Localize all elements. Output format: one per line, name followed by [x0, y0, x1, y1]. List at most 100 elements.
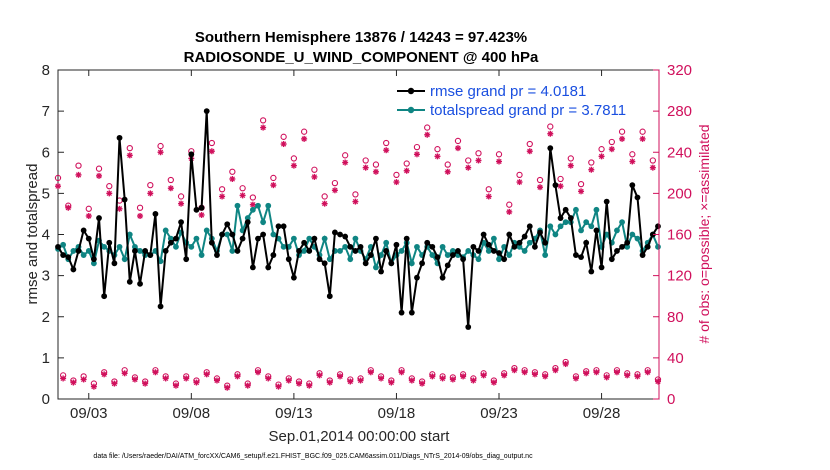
series-point-totalspread	[132, 243, 138, 250]
obs-possible-marker	[177, 193, 185, 200]
series-point-rmse	[270, 252, 277, 258]
series-point-rmse	[214, 252, 220, 258]
series-point-rmse	[608, 256, 615, 263]
series-point-rmse	[449, 252, 456, 258]
x-tick-label: 09/28	[583, 405, 621, 422]
x-axis-label: Sep.01,2014 00:00:00 start	[269, 428, 451, 445]
series-point-totalspread	[70, 248, 77, 254]
obs-assimilated-marker	[526, 148, 533, 155]
series-point-rmse	[460, 256, 467, 263]
data-marks	[54, 108, 662, 391]
series-point-totalspread	[506, 252, 513, 258]
series-point-totalspread	[593, 206, 600, 213]
obs-assimilated-marker	[398, 369, 405, 376]
obs-assimilated-marker	[162, 375, 169, 382]
series-point-rmse	[224, 221, 231, 228]
obs-possible-marker	[259, 117, 267, 124]
obs-assimilated-marker	[367, 369, 374, 376]
series-point-rmse	[101, 293, 108, 300]
obs-assimilated-marker	[496, 158, 503, 165]
series-point-rmse	[373, 235, 379, 242]
series-point-totalspread	[280, 243, 287, 250]
series-point-rmse	[547, 145, 554, 152]
obs-possible-marker	[147, 181, 154, 189]
obs-possible-marker	[218, 186, 226, 193]
y-tick-label-right: 80	[667, 309, 684, 326]
series-point-totalspread	[465, 248, 472, 254]
obs-assimilated-marker	[137, 212, 144, 219]
obs-assimilated-marker	[296, 380, 303, 387]
obs-assimilated-marker	[331, 187, 338, 194]
obs-possible-marker	[526, 140, 533, 148]
y-tick-label-left: 5	[42, 185, 50, 202]
series-point-totalspread	[101, 243, 108, 250]
obs-assimilated-marker	[234, 373, 241, 380]
series-point-rmse	[285, 256, 292, 263]
series-point-rmse	[147, 252, 154, 258]
obs-possible-marker	[270, 174, 277, 182]
obs-possible-marker	[475, 150, 482, 157]
series-point-totalspread	[203, 227, 210, 234]
legend: rmse grand pr = 4.0181 totalspread grand…	[393, 79, 626, 121]
obs-possible-marker	[106, 183, 113, 190]
obs-possible-marker	[352, 191, 359, 198]
series-point-rmse	[398, 309, 405, 316]
obs-possible-marker	[444, 161, 451, 168]
obs-assimilated-marker	[55, 183, 61, 190]
series-point-rmse	[573, 252, 579, 258]
obs-assimilated-marker	[326, 379, 333, 386]
obs-assimilated-marker	[419, 380, 426, 387]
obs-assimilated-marker	[254, 369, 261, 376]
obs-assimilated-marker	[239, 192, 246, 199]
obs-assimilated-marker	[644, 369, 651, 376]
obs-assimilated-marker	[572, 375, 579, 382]
series-point-rmse	[126, 278, 133, 285]
obs-possible-marker	[577, 180, 585, 188]
series-point-totalspread	[552, 231, 559, 238]
obs-assimilated-marker	[301, 135, 308, 142]
obs-possible-marker	[454, 137, 462, 145]
y-tick-label-left: 4	[42, 227, 50, 244]
series-point-rmse	[557, 215, 564, 221]
series-point-rmse	[321, 260, 328, 267]
series-point-rmse	[496, 250, 502, 256]
series-point-totalspread	[193, 235, 200, 242]
obs-assimilated-marker	[608, 146, 615, 153]
series-point-rmse	[116, 134, 123, 141]
legend-label-rmse: rmse grand pr = 4.0181	[430, 83, 586, 100]
obs-assimilated-marker	[152, 369, 159, 376]
series-point-totalspread	[265, 202, 272, 209]
series-point-rmse	[301, 239, 308, 246]
series-point-totalspread	[398, 248, 405, 254]
series-point-rmse	[106, 239, 113, 246]
series-point-rmse	[511, 243, 518, 250]
series-point-rmse	[255, 235, 261, 242]
obs-assimilated-marker	[516, 179, 523, 186]
obs-possible-marker	[372, 161, 380, 168]
obs-assimilated-marker	[547, 130, 554, 137]
series-point-rmse	[424, 239, 431, 246]
series-point-rmse	[193, 206, 200, 213]
series-point-rmse	[142, 248, 149, 254]
obs-possible-marker	[516, 171, 523, 179]
obs-assimilated-marker	[475, 157, 482, 164]
series-point-totalspread	[352, 235, 359, 242]
series-point-rmse	[60, 252, 67, 258]
obs-assimilated-marker	[588, 166, 595, 173]
obs-assimilated-marker	[183, 375, 190, 382]
series-point-rmse	[296, 248, 302, 254]
y-axis-label-left: rmse and totalspread	[24, 164, 41, 305]
obs-possible-marker	[75, 162, 82, 169]
obs-assimilated-marker	[624, 372, 631, 379]
series-point-rmse	[624, 239, 631, 246]
series-point-rmse	[234, 248, 241, 254]
obs-assimilated-marker	[413, 151, 420, 158]
obs-assimilated-marker	[275, 383, 282, 390]
obs-possible-marker	[547, 123, 554, 130]
obs-assimilated-marker	[203, 371, 210, 378]
series-point-rmse	[152, 211, 159, 217]
y-tick-label-left: 3	[42, 268, 50, 285]
legend-label-totalspread: totalspread grand pr = 3.7811	[430, 102, 626, 119]
series-point-totalspread	[249, 206, 256, 213]
obs-possible-marker	[157, 142, 164, 150]
